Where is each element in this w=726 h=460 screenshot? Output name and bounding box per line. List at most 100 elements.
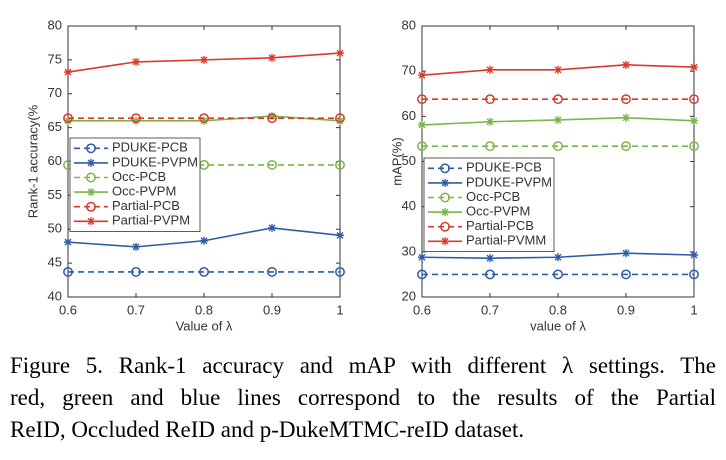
x-tick-label: 0.8 <box>549 302 567 317</box>
marker <box>63 113 73 124</box>
marker <box>440 221 450 232</box>
marker <box>690 63 698 72</box>
x-tick-label: 0.9 <box>617 302 635 317</box>
marker <box>199 266 209 277</box>
legend-label: PDUKE-PVPM <box>112 154 198 169</box>
marker <box>86 201 96 212</box>
legend-box <box>69 137 201 232</box>
y-tick-label: 40 <box>48 288 62 303</box>
x-tick-label: 1 <box>336 302 343 317</box>
marker <box>86 172 96 183</box>
x-tick-label: 0.6 <box>413 302 431 317</box>
caption: Figure 5. Rank-1 accuracy and mAP with d… <box>10 350 716 446</box>
marker <box>486 65 494 74</box>
marker <box>689 94 699 105</box>
marker <box>485 94 495 105</box>
marker <box>621 94 631 105</box>
marker <box>418 253 426 262</box>
marker <box>335 159 345 170</box>
caption-line: Figure 5. Rank-1 accuracy and mAP with d… <box>10 353 716 378</box>
caption-line: red, green and blue lines correspond to … <box>10 385 716 410</box>
y-tick-label: 75 <box>48 51 62 66</box>
marker <box>335 266 345 277</box>
marker <box>441 178 449 187</box>
marker <box>132 57 140 66</box>
charts: 40 45 50 55 60 65 70 75 80 0.6 0.7 0.8 0.9 1 Value of … <box>25 17 699 333</box>
legend-label: PDUKE-PVPM <box>466 174 552 189</box>
x-axis-label: value of λ <box>530 318 586 333</box>
y-tick-label: 80 <box>48 17 62 32</box>
marker <box>64 238 72 247</box>
legend-label: Occ-PCB <box>466 189 520 204</box>
marker <box>554 115 562 124</box>
marker <box>267 159 277 170</box>
y-tick-label: 80 <box>402 17 416 32</box>
marker <box>132 116 140 125</box>
marker <box>689 141 699 152</box>
legend-label: PDUKE-PCB <box>112 140 188 155</box>
y-tick-label: 70 <box>402 63 416 78</box>
marker <box>689 269 699 280</box>
x-tick-label: 1 <box>690 302 697 317</box>
marker <box>486 254 494 263</box>
legend-box <box>423 157 555 252</box>
marker <box>200 236 208 245</box>
legend-label: Partial-PVMM <box>466 233 546 248</box>
y-tick-label: 20 <box>402 288 416 303</box>
marker <box>131 113 141 124</box>
legend-label: Occ-PVPM <box>112 184 176 199</box>
y-tick-label: 30 <box>402 243 416 258</box>
marker <box>622 113 630 122</box>
marker <box>690 250 698 259</box>
marker <box>268 112 276 121</box>
marker <box>131 266 141 277</box>
marker <box>200 55 208 64</box>
x-tick-label: 0.9 <box>263 302 281 317</box>
x-tick-label: 0.6 <box>59 302 77 317</box>
marker <box>621 141 631 152</box>
marker <box>199 113 209 124</box>
marker <box>336 49 344 58</box>
marker <box>87 158 95 167</box>
x-tick-label: 0.8 <box>195 302 213 317</box>
legend-label: Occ-PCB <box>112 169 166 184</box>
legend-label: Partial-PCB <box>466 218 534 233</box>
y-tick-label: 65 <box>48 119 62 134</box>
x-axis-label: Value of λ <box>176 318 233 333</box>
marker <box>335 113 345 124</box>
marker <box>553 141 563 152</box>
x-tick-label: 0.7 <box>127 302 145 317</box>
y-tick-label: 60 <box>48 153 62 168</box>
marker <box>440 192 450 203</box>
y-tick-label: 55 <box>48 187 62 202</box>
y-tick-label: 60 <box>402 108 416 123</box>
y-tick-label: 50 <box>402 153 416 168</box>
marker <box>64 68 72 77</box>
marker <box>336 231 344 240</box>
marker <box>690 116 698 125</box>
marker <box>441 237 449 246</box>
marker <box>418 71 426 80</box>
marker <box>554 65 562 74</box>
marker <box>440 163 450 174</box>
marker <box>553 94 563 105</box>
caption-line: ReID, Occluded ReID and p-DukeMTMC-reID … <box>10 417 525 442</box>
marker <box>417 269 427 280</box>
marker <box>417 94 427 105</box>
y-axis-label: Rank-1 accuracy(% <box>25 104 40 218</box>
legend-label: Occ-PVPM <box>466 204 530 219</box>
marker <box>554 253 562 262</box>
marker <box>622 60 630 69</box>
marker <box>200 116 208 125</box>
marker <box>267 113 277 124</box>
marker <box>417 141 427 152</box>
marker <box>553 269 563 280</box>
marker <box>336 116 344 125</box>
x-tick-label: 0.7 <box>481 302 499 317</box>
marker <box>87 217 95 226</box>
legend-label: PDUKE-PCB <box>466 160 542 175</box>
marker <box>268 53 276 62</box>
marker <box>132 242 140 251</box>
marker <box>486 117 494 126</box>
